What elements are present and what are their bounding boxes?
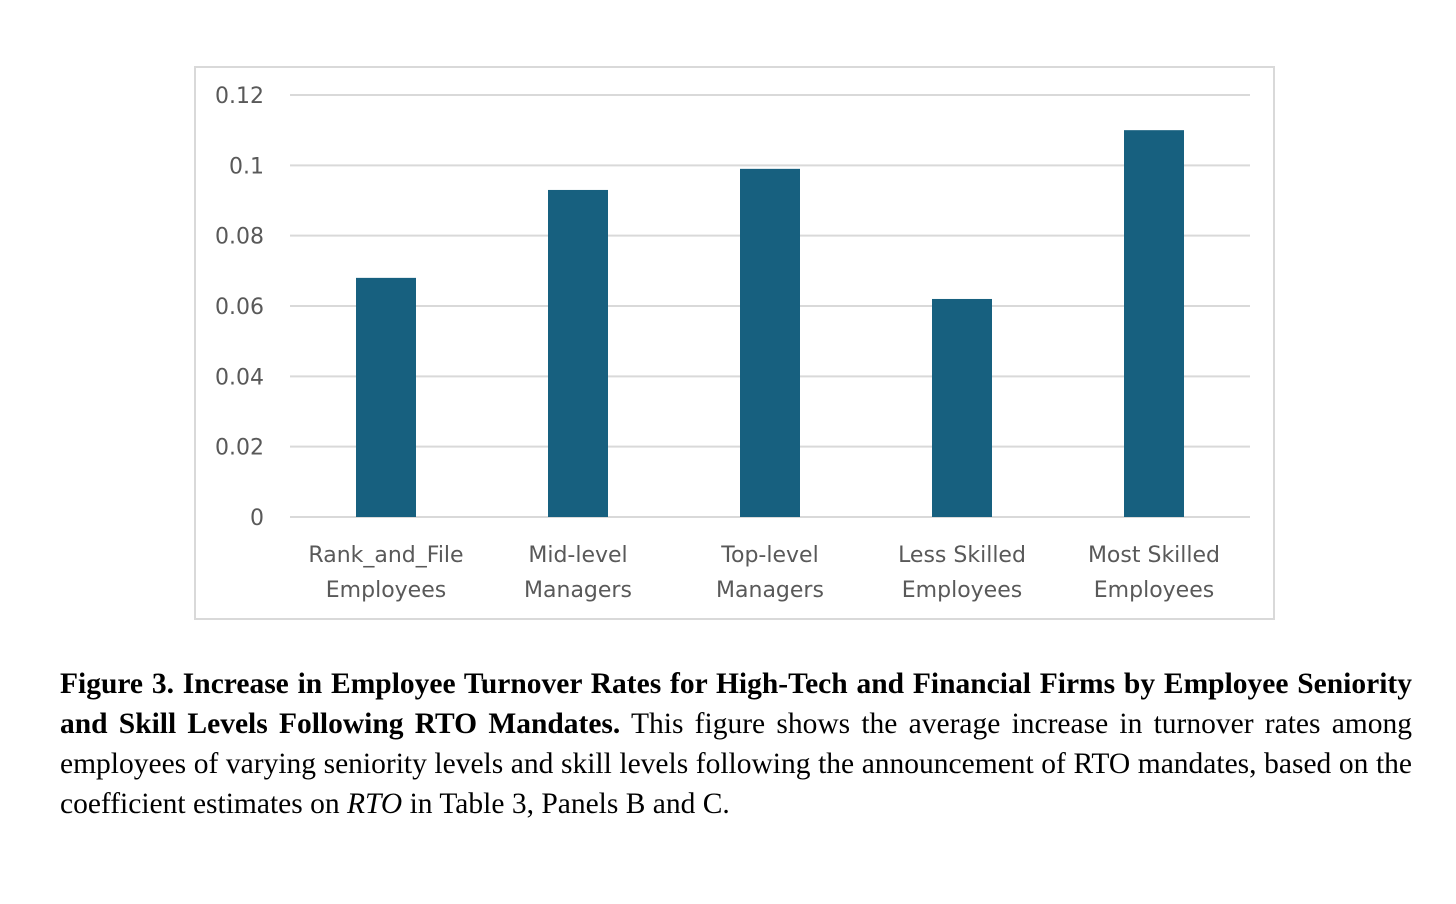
figure-caption: Figure 3. Increase in Employee Turnover … [60, 664, 1412, 824]
x-category-label: Less Skilled [898, 543, 1026, 568]
x-category-label: Most Skilled [1088, 543, 1220, 568]
caption-title: Figure 3. Increase in Employee Turnover … [60, 668, 1412, 740]
chart-frame: 0 0.02 0.04 0.06 0.08 0.1 0.12 Rank_and_File Em… [194, 66, 1275, 620]
y-tick-label: 0.1 [229, 154, 264, 179]
x-category-label: Rank_and_File [308, 543, 463, 568]
x-axis-category-labels: Rank_and_File Employees Mid-level Managers T… [308, 543, 1220, 603]
x-category-label: Top-level [720, 543, 818, 568]
y-tick-label: 0.12 [215, 84, 264, 109]
bar-chart: 0 0.02 0.04 0.06 0.08 0.1 0.12 Rank_and_File Em… [215, 84, 1250, 603]
x-category-label: Employees [902, 578, 1022, 603]
y-tick-label: 0.08 [215, 225, 264, 250]
bar [932, 298, 992, 517]
y-tick-label: 0 [250, 506, 264, 531]
caption-text-part1: This figure shows the average increase i… [60, 708, 1412, 820]
y-tick-label: 0.02 [215, 436, 264, 461]
bar [1124, 130, 1184, 517]
caption-text-part2: in Table 3, Panels B and C. [402, 788, 730, 820]
x-category-label: Employees [326, 578, 446, 603]
y-tick-label: 0.06 [215, 295, 264, 320]
x-category-label: Managers [524, 578, 632, 603]
bars [356, 130, 1184, 517]
bar [740, 168, 800, 517]
bar [356, 277, 416, 517]
y-tick-label: 0.04 [215, 365, 264, 390]
y-axis-tick-labels: 0 0.02 0.04 0.06 0.08 0.1 0.12 [215, 84, 264, 531]
x-category-label: Managers [716, 578, 824, 603]
caption-italic-term: RTO [346, 788, 403, 820]
x-category-label: Mid-level [528, 543, 627, 568]
x-category-label: Employees [1094, 578, 1214, 603]
bar [548, 189, 608, 517]
